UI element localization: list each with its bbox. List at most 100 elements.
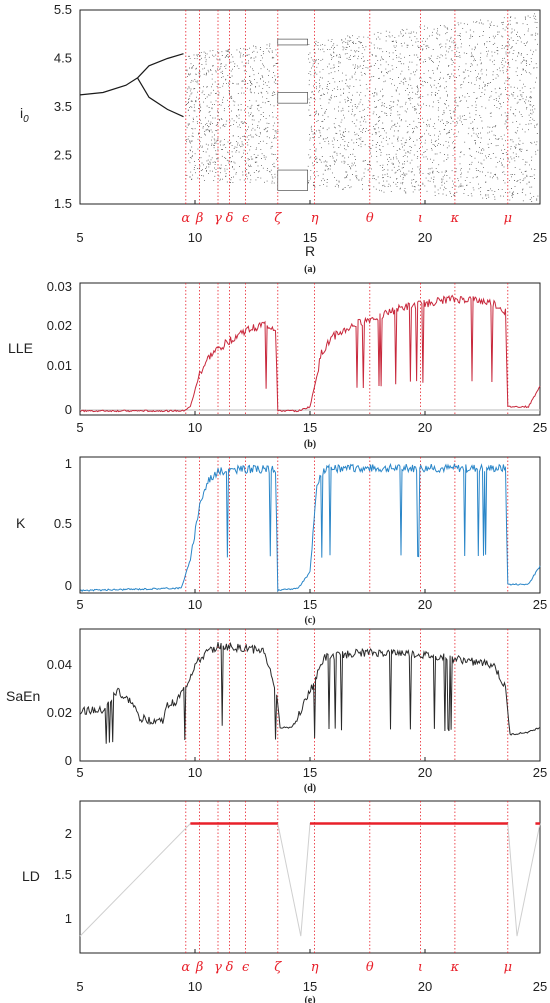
greek-marker-label: ι — [418, 960, 423, 975]
y-tick-label: 0.02 — [47, 318, 72, 333]
greek-marker-label: θ — [366, 211, 374, 226]
y-tick-label: 2.5 — [54, 148, 72, 163]
plot-frame — [79, 282, 541, 416]
greek-marker-label: ζ — [274, 960, 282, 975]
greek-marker-label: θ — [366, 960, 374, 975]
panel-caption: (e) — [304, 995, 315, 1003]
k-line — [79, 462, 541, 593]
x-tick-label: 20 — [418, 597, 432, 612]
chaotic-points — [186, 13, 539, 202]
y-tick-label: 0.02 — [47, 705, 72, 720]
y-tick-label: 4.5 — [54, 51, 72, 66]
y-tick-label: 0.03 — [47, 279, 72, 294]
y-tick-label: 1.5 — [54, 867, 72, 882]
y-tick-label: 1.5 — [54, 196, 72, 211]
marker-lines — [185, 801, 509, 953]
panel-b: 0.03 0.02 0.01 0 LLE 5 10 15 20 25 (b) — [8, 279, 547, 450]
bifurcation-branch — [137, 53, 184, 79]
greek-marker-label: β — [195, 960, 204, 975]
x-tick-label: 20 — [418, 420, 432, 435]
x-tick-label: 5 — [76, 765, 83, 780]
greek-marker-label: α — [181, 211, 190, 226]
x-tick-label: 10 — [188, 230, 202, 245]
x-tick-label: 15 — [303, 979, 317, 994]
y-ticks: 1 0.5 0 — [54, 456, 72, 593]
x-tick-label: 10 — [188, 597, 202, 612]
saen-line — [79, 641, 541, 744]
greek-marker-label: η — [311, 211, 319, 226]
y-tick-label: 0.5 — [54, 516, 72, 531]
y-ticks: 5.5 4.5 3.5 2.5 1.5 — [54, 2, 72, 211]
greek-marker-label: δ — [226, 960, 234, 975]
x-tick-label: 25 — [533, 420, 547, 435]
greek-marker-label: γ — [214, 960, 222, 975]
greek-marker-label: κ — [450, 211, 460, 226]
x-ticks: 5 10 15 20 25 — [76, 979, 547, 994]
y-tick-label: 1 — [65, 911, 72, 926]
x-tick-label: 25 — [533, 979, 547, 994]
x-ticks: 5 10 15 20 25 — [76, 597, 547, 612]
bifurcation-cloud — [79, 13, 539, 202]
periodic-window — [277, 38, 309, 46]
lle-line — [79, 294, 541, 413]
bifurcation-branch — [136, 77, 184, 118]
x-tick-label: 15 — [303, 597, 317, 612]
panel-caption: (d) — [304, 783, 316, 794]
plot-frame — [79, 628, 541, 762]
plot-frame — [79, 456, 541, 594]
x-tick-label: 20 — [418, 979, 432, 994]
x-tick-label: 20 — [418, 765, 432, 780]
y-axis-label: K — [16, 515, 26, 531]
y-tick-label: 0 — [65, 578, 72, 593]
x-tick-label: 5 — [76, 979, 83, 994]
x-ticks: 5 10 15 20 25 — [76, 230, 547, 245]
x-tick-label: 5 — [76, 420, 83, 435]
x-ticks: 5 10 15 20 25 — [76, 765, 547, 780]
panel-d: 0.04 0.02 0 SaEn 5 10 15 20 25 (d) — [6, 628, 547, 794]
greek-marker-label: ϵ — [242, 960, 250, 975]
greek-marker-label: β — [195, 211, 204, 226]
y-tick-label: 2 — [65, 826, 72, 841]
y-axis-label: i0 — [20, 105, 29, 125]
periodic-window — [277, 169, 309, 191]
greek-marker-label: μ — [504, 960, 512, 975]
y-tick-label: 1 — [65, 456, 72, 471]
greek-marker-label: ι — [418, 211, 423, 226]
greek-marker-label: μ — [504, 211, 512, 226]
y-ticks: 2 1.5 1 — [54, 826, 72, 926]
plot-frame — [79, 9, 541, 205]
greek-marker-label: η — [311, 960, 319, 975]
x-tick-label: 25 — [533, 597, 547, 612]
bifurcation-branch — [79, 77, 138, 96]
x-tick-label: 25 — [533, 765, 547, 780]
y-axis-label: LD — [22, 868, 40, 884]
greek-marker-label: γ — [214, 211, 222, 226]
greek-marker-label: δ — [226, 211, 234, 226]
y-axis-label-sub: 0 — [23, 114, 29, 125]
y-tick-label: 0.04 — [47, 657, 72, 672]
y-axis-label: SaEn — [6, 688, 40, 704]
x-tick-label: 5 — [76, 597, 83, 612]
x-tick-label: 10 — [188, 765, 202, 780]
x-axis-label: R — [305, 243, 315, 259]
y-tick-label: 5.5 — [54, 2, 72, 17]
panel-caption: (a) — [304, 264, 316, 275]
y-tick-label: 0.01 — [47, 358, 72, 373]
x-tick-label: 15 — [303, 230, 317, 245]
y-ticks: 0.04 0.02 0 — [47, 657, 72, 768]
x-ticks: 5 10 15 20 25 — [76, 420, 547, 435]
x-tick-label: 5 — [76, 230, 83, 245]
x-tick-label: 10 — [188, 420, 202, 435]
x-tick-label: 15 — [303, 420, 317, 435]
y-tick-label: 3.5 — [54, 99, 72, 114]
marker-lines — [185, 10, 509, 204]
greek-marker-label: κ — [450, 960, 460, 975]
greek-marker-label: α — [181, 960, 190, 975]
y-axis-label: LLE — [8, 340, 33, 356]
periodic-window — [277, 92, 309, 104]
